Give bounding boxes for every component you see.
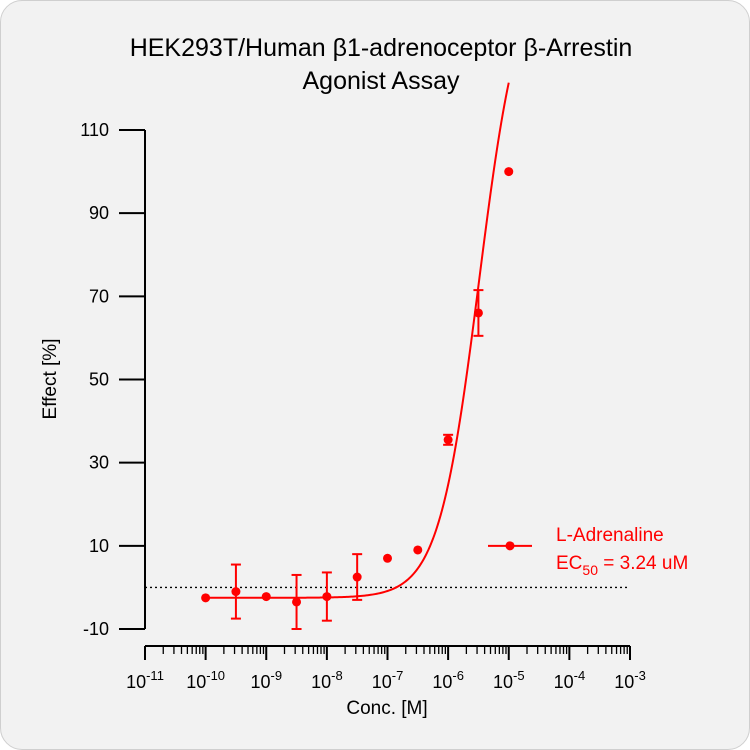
data-point <box>322 592 332 602</box>
y-axis-label: Effect [%] <box>40 339 61 420</box>
y-tick-label: -10 <box>83 619 109 639</box>
legend-ec50-label: EC50 = 3.24 uM <box>556 553 688 578</box>
legend: L-Adrenaline EC50 = 3.24 uM <box>488 525 688 578</box>
y-tick-label: 90 <box>89 203 109 223</box>
x-tick-label: 10-6 <box>432 668 464 692</box>
y-tick-label: 70 <box>89 286 109 306</box>
legend-marker <box>505 541 515 551</box>
chart-title-line-1: HEK293T/Human β1-adrenoceptor β-Arrestin <box>130 34 633 62</box>
data-point <box>504 167 514 177</box>
x-tick-label: 10-4 <box>554 668 586 692</box>
data-point <box>261 592 271 602</box>
data-point <box>292 597 302 607</box>
x-tick-label: 10-11 <box>126 668 164 692</box>
data-point <box>383 553 392 563</box>
legend-series-label: L-Adrenaline <box>556 525 664 546</box>
x-tick-label: 10-10 <box>186 668 225 692</box>
x-tick-label: 10-5 <box>493 668 525 692</box>
data-point <box>352 572 362 582</box>
y-tick-label: 50 <box>89 370 109 390</box>
y-tick-label: 110 <box>80 120 109 140</box>
y-tick-label: 10 <box>89 536 109 556</box>
x-tick-label: 10-7 <box>372 668 404 692</box>
chart-title-line-2: Agonist Assay <box>302 67 460 95</box>
x-axis-label: Conc. [M] <box>346 698 427 719</box>
x-tick-label: 10-8 <box>311 668 343 692</box>
x-tick-label: 10-3 <box>614 668 646 692</box>
data-point <box>231 587 241 597</box>
fit-curve <box>205 82 510 599</box>
x-tick-label: 10-9 <box>250 668 282 692</box>
data-point <box>201 593 211 603</box>
data-point <box>473 308 483 318</box>
data-point <box>413 545 423 555</box>
y-tick-label: 30 <box>89 453 109 473</box>
plot-area <box>145 82 630 630</box>
data-point <box>443 435 453 445</box>
